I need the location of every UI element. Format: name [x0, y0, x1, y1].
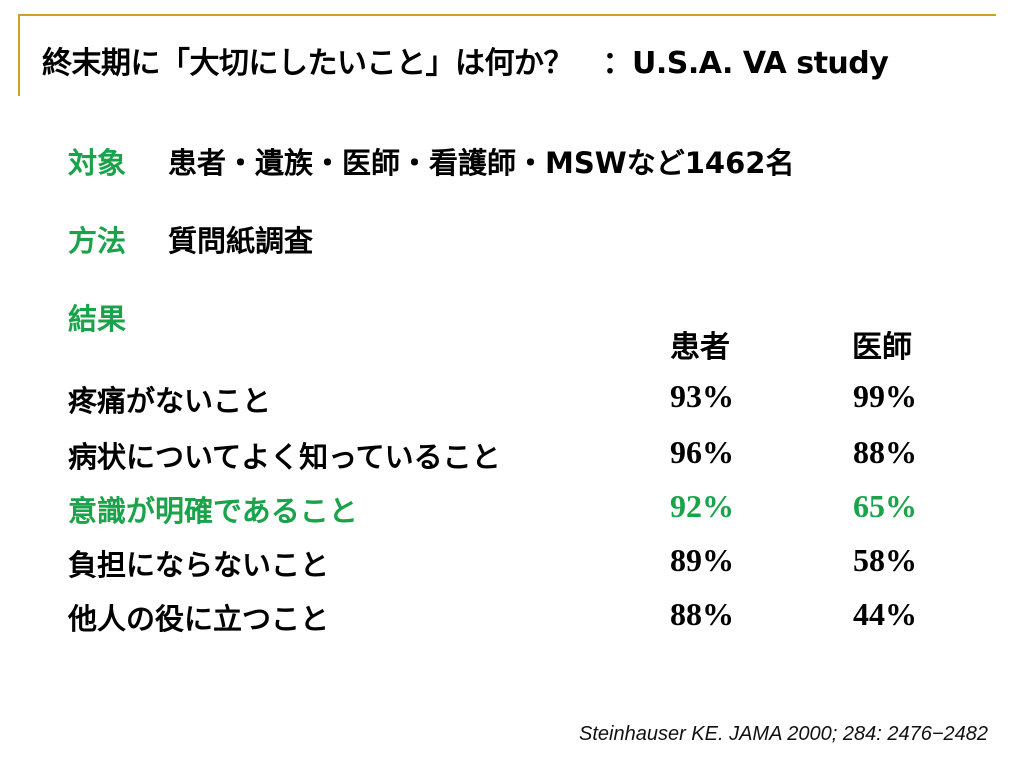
result-doctor-value: 58% [853, 542, 917, 578]
result-item-label: 病状についてよく知っていること [68, 440, 501, 474]
column-header-patient: 患者 [670, 330, 730, 365]
result-item-label: 他人の役に立つこと [68, 602, 330, 636]
subject-row: 対象 患者・遺族・医師・看護師・MSWなど1462名 [68, 140, 794, 182]
result-item-label: 意識が明確であること [68, 494, 358, 528]
slide-title: 終末期に「大切にしたいこと」は何か？ ：U.S.A. VA study [42, 46, 889, 81]
result-patient-value: 93% [670, 378, 734, 414]
result-row: 病状についてよく知っていること 96% 88% [68, 434, 968, 478]
result-patient-value: 92% [670, 488, 734, 524]
result-patient-value: 96% [670, 434, 734, 470]
result-doctor-value: 44% [853, 596, 917, 632]
result-doctor-value: 99% [853, 378, 917, 414]
top-rule [18, 14, 996, 16]
left-rule [18, 14, 20, 96]
method-label: 方法 [68, 224, 127, 258]
result-row: 負担にならないこと 89% 58% [68, 542, 968, 586]
citation: Steinhauser KE. JAMA 2000; 284: 2476−248… [579, 723, 988, 745]
result-doctor-value: 88% [853, 434, 917, 470]
result-item-label: 疼痛がないこと [68, 384, 272, 418]
result-patient-value: 89% [670, 542, 734, 578]
result-doctor-value: 65% [853, 488, 917, 524]
result-row: 他人の役に立つこと 88% 44% [68, 596, 968, 640]
subject-text: 患者・遺族・医師・看護師・MSWなど1462名 [168, 146, 795, 180]
results-label: 結果 [68, 302, 127, 336]
method-row: 方法 質問紙調査 [68, 218, 313, 260]
result-row: 疼痛がないこと 93% 99% [68, 378, 968, 422]
column-header-doctor: 医師 [852, 330, 912, 365]
result-patient-value: 88% [670, 596, 734, 632]
result-item-label: 負担にならないこと [68, 548, 330, 582]
subject-label: 対象 [68, 146, 127, 180]
result-row: 意識が明確であること 92% 65% [68, 488, 968, 532]
method-text: 質問紙調査 [168, 224, 314, 258]
